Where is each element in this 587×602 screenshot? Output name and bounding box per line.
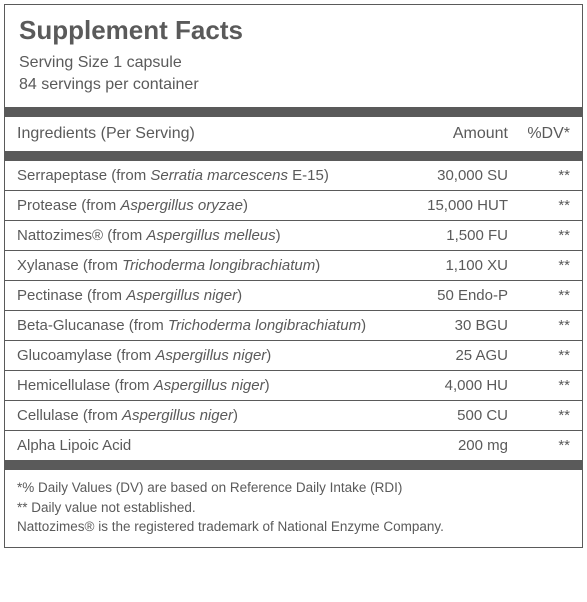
table-row: Xylanase (from Trichoderma longibrachiat… bbox=[5, 251, 582, 281]
amount-cell: 25 AGU bbox=[418, 347, 518, 364]
dv-cell: ** bbox=[518, 437, 570, 454]
table-row: Serrapeptase (from Serratia marcescens E… bbox=[5, 161, 582, 191]
dv-cell: ** bbox=[518, 377, 570, 394]
dv-cell: ** bbox=[518, 197, 570, 214]
amount-cell: 30,000 SU bbox=[418, 167, 518, 184]
dv-cell: ** bbox=[518, 317, 570, 334]
supplement-facts-panel: Supplement Facts Serving Size 1 capsule … bbox=[4, 4, 583, 548]
amount-cell: 15,000 HUT bbox=[418, 197, 518, 214]
dv-cell: ** bbox=[518, 257, 570, 274]
table-row: Alpha Lipoic Acid 200 mg ** bbox=[5, 431, 582, 460]
amount-cell: 4,000 HU bbox=[418, 377, 518, 394]
ingredient-cell: Glucoamylase (from Aspergillus niger) bbox=[17, 347, 418, 364]
col-ingredients-header: Ingredients (Per Serving) bbox=[17, 125, 418, 143]
ingredient-cell: Serrapeptase (from Serratia marcescens E… bbox=[17, 167, 418, 184]
table-row: Cellulase (from Aspergillus niger) 500 C… bbox=[5, 401, 582, 431]
column-headers: Ingredients (Per Serving) Amount %DV* bbox=[5, 117, 582, 151]
divider-bar bbox=[5, 151, 582, 161]
ingredient-cell: Cellulase (from Aspergillus niger) bbox=[17, 407, 418, 424]
table-row: Hemicellulase (from Aspergillus niger) 4… bbox=[5, 371, 582, 401]
header-block: Supplement Facts Serving Size 1 capsule … bbox=[5, 5, 582, 107]
ingredient-cell: Protease (from Aspergillus oryzae) bbox=[17, 197, 418, 214]
amount-cell: 200 mg bbox=[418, 437, 518, 454]
ingredient-cell: Pectinase (from Aspergillus niger) bbox=[17, 287, 418, 304]
footnote-line: ** Daily value not established. bbox=[17, 498, 570, 518]
dv-cell: ** bbox=[518, 167, 570, 184]
table-row: Beta-Glucanase (from Trichoderma longibr… bbox=[5, 311, 582, 341]
divider-bar bbox=[5, 460, 582, 470]
serving-size: Serving Size 1 capsule bbox=[19, 52, 568, 74]
col-amount-header: Amount bbox=[418, 125, 518, 143]
amount-cell: 30 BGU bbox=[446, 317, 518, 334]
dv-cell: ** bbox=[518, 227, 570, 244]
amount-cell: 50 Endo-P bbox=[418, 287, 518, 304]
table-row: Glucoamylase (from Aspergillus niger) 25… bbox=[5, 341, 582, 371]
ingredient-cell: Alpha Lipoic Acid bbox=[17, 437, 418, 454]
dv-cell: ** bbox=[518, 287, 570, 304]
table-row: Nattozimes® (from Aspergillus melleus) 1… bbox=[5, 221, 582, 251]
footnote-line: Nattozimes® is the registered trademark … bbox=[17, 517, 570, 537]
footnote-line: *% Daily Values (DV) are based on Refere… bbox=[17, 478, 570, 498]
ingredient-cell: Hemicellulase (from Aspergillus niger) bbox=[17, 377, 418, 394]
ingredient-cell: Beta-Glucanase (from Trichoderma longibr… bbox=[17, 317, 446, 334]
ingredients-table: Serrapeptase (from Serratia marcescens E… bbox=[5, 161, 582, 460]
divider-bar bbox=[5, 107, 582, 117]
ingredient-cell: Xylanase (from Trichoderma longibrachiat… bbox=[17, 257, 418, 274]
amount-cell: 500 CU bbox=[418, 407, 518, 424]
col-dv-header: %DV* bbox=[518, 125, 570, 143]
dv-cell: ** bbox=[518, 407, 570, 424]
servings-per-container: 84 servings per container bbox=[19, 74, 568, 96]
amount-cell: 1,500 FU bbox=[418, 227, 518, 244]
ingredient-cell: Nattozimes® (from Aspergillus melleus) bbox=[17, 227, 418, 244]
footnotes-block: *% Daily Values (DV) are based on Refere… bbox=[5, 470, 582, 547]
table-row: Protease (from Aspergillus oryzae) 15,00… bbox=[5, 191, 582, 221]
dv-cell: ** bbox=[518, 347, 570, 364]
amount-cell: 1,100 XU bbox=[418, 257, 518, 274]
table-row: Pectinase (from Aspergillus niger) 50 En… bbox=[5, 281, 582, 311]
panel-title: Supplement Facts bbox=[19, 15, 568, 46]
